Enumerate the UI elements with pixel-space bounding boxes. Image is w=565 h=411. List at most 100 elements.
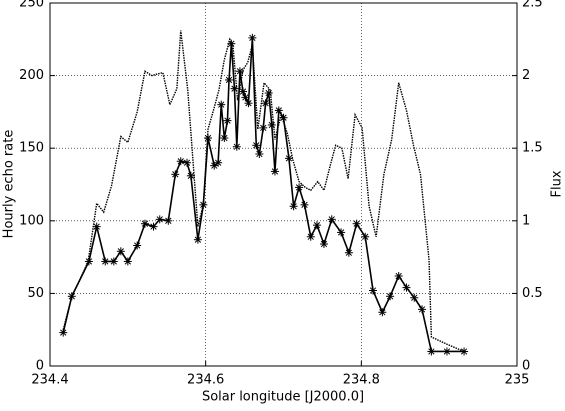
point-marker (274, 106, 283, 115)
point-marker (244, 99, 253, 108)
point-marker (378, 308, 387, 317)
point-marker (164, 216, 173, 225)
point-marker (295, 183, 304, 192)
point-marker (199, 200, 208, 209)
marker-stroke (134, 242, 141, 249)
point-marker (133, 241, 142, 250)
marker-stroke (117, 248, 124, 255)
y2-tick-label: 0.5 (522, 286, 543, 301)
marker-stroke (187, 172, 195, 179)
y2-tick-label: 2 (522, 68, 530, 83)
series-line (62, 30, 465, 353)
marker-stroke (225, 76, 233, 84)
point-marker (259, 123, 268, 132)
y2-tick-label: 2.5 (522, 0, 543, 11)
point-marker (149, 222, 158, 231)
marker-stroke (328, 216, 335, 223)
point-marker (460, 347, 469, 356)
marker-stroke (460, 348, 468, 355)
point-marker (101, 257, 110, 266)
point-marker (344, 248, 353, 257)
plot-frame (49, 2, 518, 367)
point-marker (312, 221, 321, 230)
point-marker (171, 170, 180, 179)
marker-stroke (93, 223, 100, 230)
y-tick-label: 100 (19, 213, 44, 228)
point-marker (109, 257, 118, 266)
point-marker (267, 120, 276, 129)
marker-stroke (271, 168, 279, 175)
marker-stroke (443, 348, 451, 355)
point-marker (193, 235, 202, 244)
marker-stroke (295, 184, 303, 191)
y2-tick-label: 1.5 (522, 141, 543, 156)
marker-stroke (285, 155, 293, 162)
y-tick-label: 200 (19, 68, 44, 83)
marker-stroke (353, 220, 360, 227)
marker-stroke (194, 236, 202, 243)
marker-stroke (249, 34, 256, 42)
point-marker (284, 154, 293, 163)
point-marker (252, 141, 261, 150)
marker-stroke (68, 293, 75, 300)
y-tick-label: 250 (19, 0, 44, 11)
point-marker (255, 150, 264, 159)
point-marker (204, 134, 213, 143)
point-marker (394, 271, 403, 280)
y-tick-label: 50 (27, 286, 44, 301)
point-marker (225, 75, 234, 84)
marker-stroke (242, 94, 249, 101)
marker-stroke (150, 223, 157, 230)
x-axis-label: Solar longitude [J2000.0] (202, 390, 364, 405)
point-marker (418, 305, 427, 314)
point-marker (410, 293, 419, 302)
marker-stroke (369, 287, 377, 294)
marker-stroke (418, 306, 426, 313)
point-marker (123, 257, 132, 266)
marker-stroke (183, 159, 191, 166)
point-marker (223, 116, 232, 125)
y-axis-label: Hourly echo rate (2, 130, 17, 239)
marker-stroke (313, 222, 321, 229)
point-marker (300, 200, 309, 209)
y2-axis-label: Flux (550, 170, 565, 197)
point-marker (155, 215, 164, 224)
marker-stroke (172, 171, 179, 178)
marker-stroke (233, 143, 240, 150)
marker-stroke (110, 258, 117, 265)
point-marker (386, 292, 395, 301)
point-marker (319, 240, 328, 249)
x-tick-label: 235 (505, 373, 530, 388)
point-marker (214, 158, 223, 167)
point-marker (270, 167, 279, 176)
marker-stroke (395, 272, 402, 280)
marker-stroke (262, 100, 269, 107)
marker-stroke (290, 203, 297, 210)
point-marker (67, 292, 76, 301)
point-marker (182, 158, 191, 167)
marker-stroke (403, 284, 410, 291)
marker-stroke (221, 134, 228, 142)
point-marker (116, 247, 125, 256)
marker-stroke (345, 249, 353, 256)
marker-stroke (265, 89, 272, 97)
point-marker (140, 219, 149, 228)
point-marker (176, 157, 185, 166)
marker-stroke (280, 114, 287, 121)
marker-stroke (268, 121, 275, 129)
y-tick-label: 150 (19, 141, 44, 156)
point-marker (235, 67, 244, 76)
marker-stroke (218, 101, 225, 108)
point-marker (232, 142, 241, 151)
point-marker (402, 283, 411, 292)
marker-stroke (260, 124, 267, 132)
marker-stroke (411, 294, 418, 301)
point-marker (327, 215, 336, 224)
x-tick-label: 234.8 (343, 373, 380, 388)
point-marker (337, 228, 346, 237)
marker-stroke (236, 68, 244, 75)
point-marker (352, 219, 361, 228)
marker-stroke (224, 117, 231, 124)
point-marker (427, 347, 436, 356)
